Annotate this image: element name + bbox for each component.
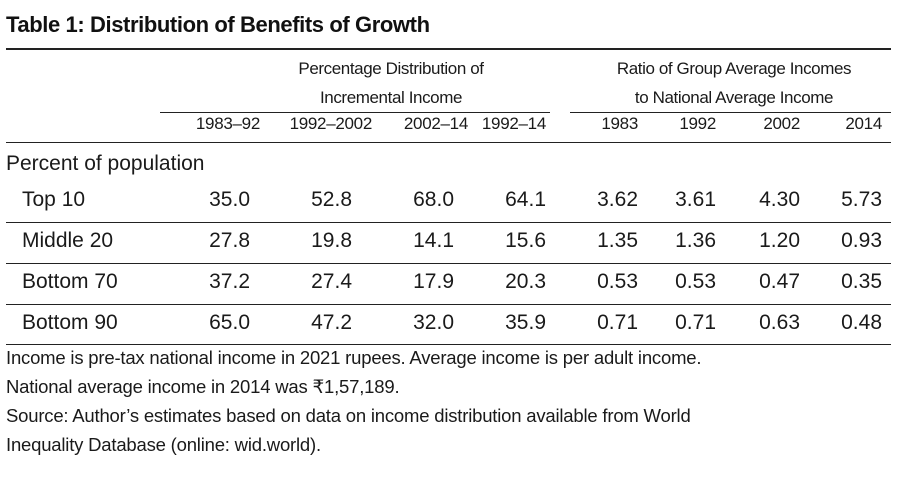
table-cell: 5.73 (841, 188, 882, 211)
table-cell: 52.8 (311, 188, 352, 211)
group-header-line: Ratio of Group Average Incomes (616, 59, 852, 78)
table-cell: 0.48 (841, 311, 882, 334)
table-cell: 35.9 (505, 311, 546, 334)
table-cell: 14.1 (413, 229, 454, 252)
table-cell: 3.62 (597, 188, 638, 211)
table-cell: 0.35 (841, 270, 882, 293)
table-cell: 0.93 (841, 229, 882, 252)
row-label: Middle 20 (22, 229, 114, 252)
bottom-rule (6, 344, 891, 345)
table-cell: 37.2 (209, 270, 250, 293)
column-header: 1992–14 (481, 114, 546, 133)
table-cell: 4.30 (759, 188, 800, 211)
column-header: 1983–92 (195, 114, 260, 133)
column-header: 1983 (601, 114, 638, 133)
column-header: 1992–2002 (289, 114, 373, 133)
column-header: 2002–14 (403, 114, 468, 133)
table-title: Table 1: Distribution of Benefits of Gro… (6, 12, 430, 37)
row-label: Bottom 70 (22, 270, 118, 293)
group-header-line: to National Average Income (634, 88, 834, 107)
table-cell: 15.6 (505, 229, 546, 252)
group-rule-ratio (570, 112, 891, 113)
group-header-line: Incremental Income (319, 88, 463, 107)
table-cell: 32.0 (413, 311, 454, 334)
row-divider (6, 222, 891, 223)
table-cell: 0.71 (597, 311, 638, 334)
table-cell: 0.71 (675, 311, 716, 334)
group-rule-percentage (160, 112, 550, 113)
group-header-ratio: Ratio of Group Average Incomes to Nation… (584, 54, 884, 112)
table-cell: 17.9 (413, 270, 454, 293)
group-header-line: Percentage Distribution of (298, 59, 484, 78)
table-cell: 64.1 (505, 188, 546, 211)
table-note: Income is pre-tax national income in 202… (6, 347, 702, 368)
table-cell: 68.0 (413, 188, 454, 211)
table-note: National average income in 2014 was ₹1,5… (6, 376, 400, 397)
table-cell: 19.8 (311, 229, 352, 252)
table-cell: 3.61 (675, 188, 716, 211)
table-cell: 0.53 (675, 270, 716, 293)
table-cell: 65.0 (209, 311, 250, 334)
row-label: Top 10 (22, 188, 86, 211)
table-cell: 1.36 (675, 229, 716, 252)
top-rule (6, 48, 891, 50)
table-cell: 27.4 (311, 270, 352, 293)
table-cell: 1.20 (759, 229, 800, 252)
section-label: Percent of population (6, 152, 205, 175)
table-source: Inequality Database (online: wid.world). (6, 434, 321, 455)
row-label: Bottom 90 (22, 311, 118, 334)
table-cell: 1.35 (597, 229, 638, 252)
table-cell: 47.2 (311, 311, 352, 334)
header-rule (6, 142, 891, 143)
table-source: Source: Author’s estimates based on data… (6, 405, 691, 426)
table-cell: 20.3 (505, 270, 546, 293)
row-divider (6, 304, 891, 305)
group-header-percentage: Percentage Distribution of Incremental I… (258, 54, 524, 112)
column-header: 2014 (845, 114, 882, 133)
table-cell: 35.0 (209, 188, 250, 211)
table-cell: 0.53 (597, 270, 638, 293)
column-header: 2002 (763, 114, 800, 133)
table-cell: 27.8 (209, 229, 250, 252)
table-cell: 0.63 (759, 311, 800, 334)
table-cell: 0.47 (759, 270, 800, 293)
column-header: 1992 (679, 114, 716, 133)
row-divider (6, 263, 891, 264)
